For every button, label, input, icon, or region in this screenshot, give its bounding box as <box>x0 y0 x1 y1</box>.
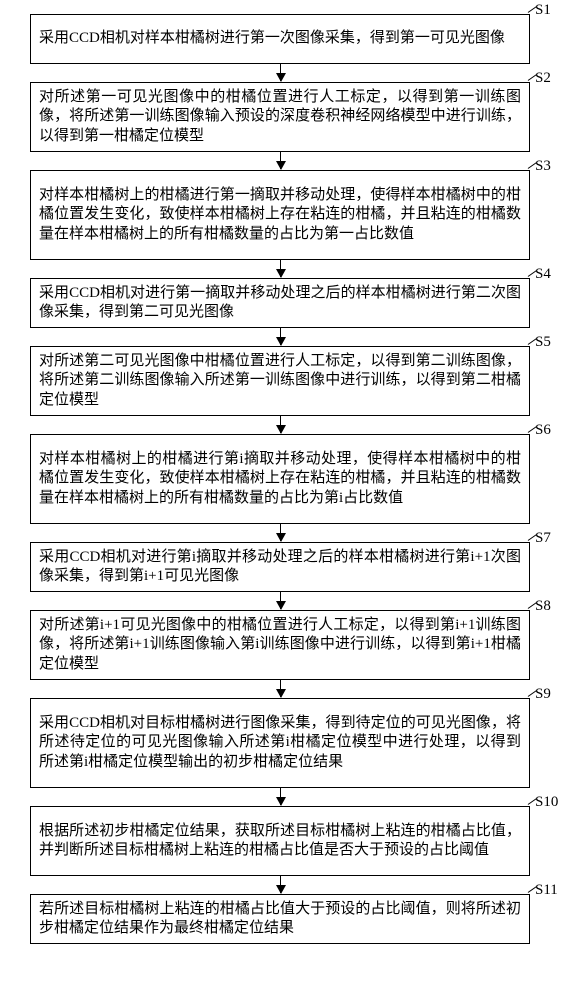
step-text: 对所述第一可见光图像中的柑橘位置进行人工标定，以得到第一训练图像，将所述第一训练… <box>39 88 521 147</box>
step-box-s5: 对所述第二可见光图像中柑橘位置进行人工标定，以得到第二训练图像，将所述第二训练图… <box>30 346 530 416</box>
step-label-s5: S5 <box>535 334 551 351</box>
step-box-s11: 若所述目标柑橘树上粘连的柑橘占比值大于预设的占比阈值，则将所述初步柑橘定位结果作… <box>30 894 530 944</box>
step-label-s6: S6 <box>535 422 551 439</box>
step-label-s10: S10 <box>535 794 558 811</box>
arrow-down <box>280 64 281 81</box>
step-label-s4: S4 <box>535 266 551 283</box>
step-box-s10: 根据所述初步柑橘定位结果，获取所述目标柑橘树上粘连的柑橘占比值，并判断所述目标柑… <box>30 806 530 876</box>
step-label-s2: S2 <box>535 70 551 87</box>
step-label-s11: S11 <box>535 882 558 899</box>
arrow-down <box>280 788 281 805</box>
step-label-s3: S3 <box>535 158 551 175</box>
arrow-down <box>280 680 281 697</box>
step-text: 对所述第二可见光图像中柑橘位置进行人工标定，以得到第二训练图像，将所述第二训练图… <box>39 352 521 411</box>
step-text: 对所述第i+1可见光图像中的柑橘位置进行人工标定，以得到第i+1训练图像，将所述… <box>39 616 521 675</box>
step-label-s8: S8 <box>535 598 551 615</box>
step-box-s1: 采用CCD相机对样本柑橘树进行第一次图像采集，得到第一可见光图像 <box>30 14 530 64</box>
step-box-s2: 对所述第一可见光图像中的柑橘位置进行人工标定，以得到第一训练图像，将所述第一训练… <box>30 82 530 152</box>
flowchart-canvas: 采用CCD相机对样本柑橘树进行第一次图像采集，得到第一可见光图像 S1 对所述第一可… <box>0 0 570 1000</box>
step-box-s8: 对所述第i+1可见光图像中的柑橘位置进行人工标定，以得到第i+1训练图像，将所述… <box>30 610 530 680</box>
step-box-s9: 采用CCD相机对目标柑橘树进行图像采集，得到待定位的可见光图像，将所述待定位的可… <box>30 698 530 788</box>
arrow-down <box>280 416 281 433</box>
arrow-down <box>280 328 281 345</box>
arrow-down <box>280 592 281 609</box>
step-text: 采用CCD相机对样本柑橘树进行第一次图像采集，得到第一可见光图像 <box>39 29 505 49</box>
step-box-s3: 对样本柑橘树上的柑橘进行第一摘取并移动处理，使得样本柑橘树中的柑橘位置发生变化，… <box>30 170 530 260</box>
step-box-s6: 对样本柑橘树上的柑橘进行第i摘取并移动处理，使得样本柑橘树中的柑橘位置发生变化，… <box>30 434 530 524</box>
step-label-s9: S9 <box>535 686 551 703</box>
step-text: 采用CCD相机对目标柑橘树进行图像采集，得到待定位的可见光图像，将所述待定位的可… <box>39 714 521 773</box>
step-text: 采用CCD相机对进行第i摘取并移动处理之后的样本柑橘树进行第i+1次图像采集，得… <box>39 548 521 587</box>
step-label-s7: S7 <box>535 530 551 547</box>
step-box-s4: 采用CCD相机对进行第一摘取并移动处理之后的样本柑橘树进行第二次图像采集，得到第… <box>30 278 530 328</box>
step-text: 对样本柑橘树上的柑橘进行第一摘取并移动处理，使得样本柑橘树中的柑橘位置发生变化，… <box>39 186 521 245</box>
arrow-down <box>280 524 281 541</box>
arrow-down <box>280 152 281 169</box>
step-text: 对样本柑橘树上的柑橘进行第i摘取并移动处理，使得样本柑橘树中的柑橘位置发生变化，… <box>39 450 521 509</box>
step-text: 若所述目标柑橘树上粘连的柑橘占比值大于预设的占比阈值，则将所述初步柑橘定位结果作… <box>39 900 521 939</box>
step-text: 根据所述初步柑橘定位结果，获取所述目标柑橘树上粘连的柑橘占比值，并判断所述目标柑… <box>39 822 521 861</box>
step-text: 采用CCD相机对进行第一摘取并移动处理之后的样本柑橘树进行第二次图像采集，得到第… <box>39 284 521 323</box>
step-label-s1: S1 <box>535 2 551 19</box>
arrow-down <box>280 876 281 893</box>
arrow-down <box>280 260 281 277</box>
step-box-s7: 采用CCD相机对进行第i摘取并移动处理之后的样本柑橘树进行第i+1次图像采集，得… <box>30 542 530 592</box>
